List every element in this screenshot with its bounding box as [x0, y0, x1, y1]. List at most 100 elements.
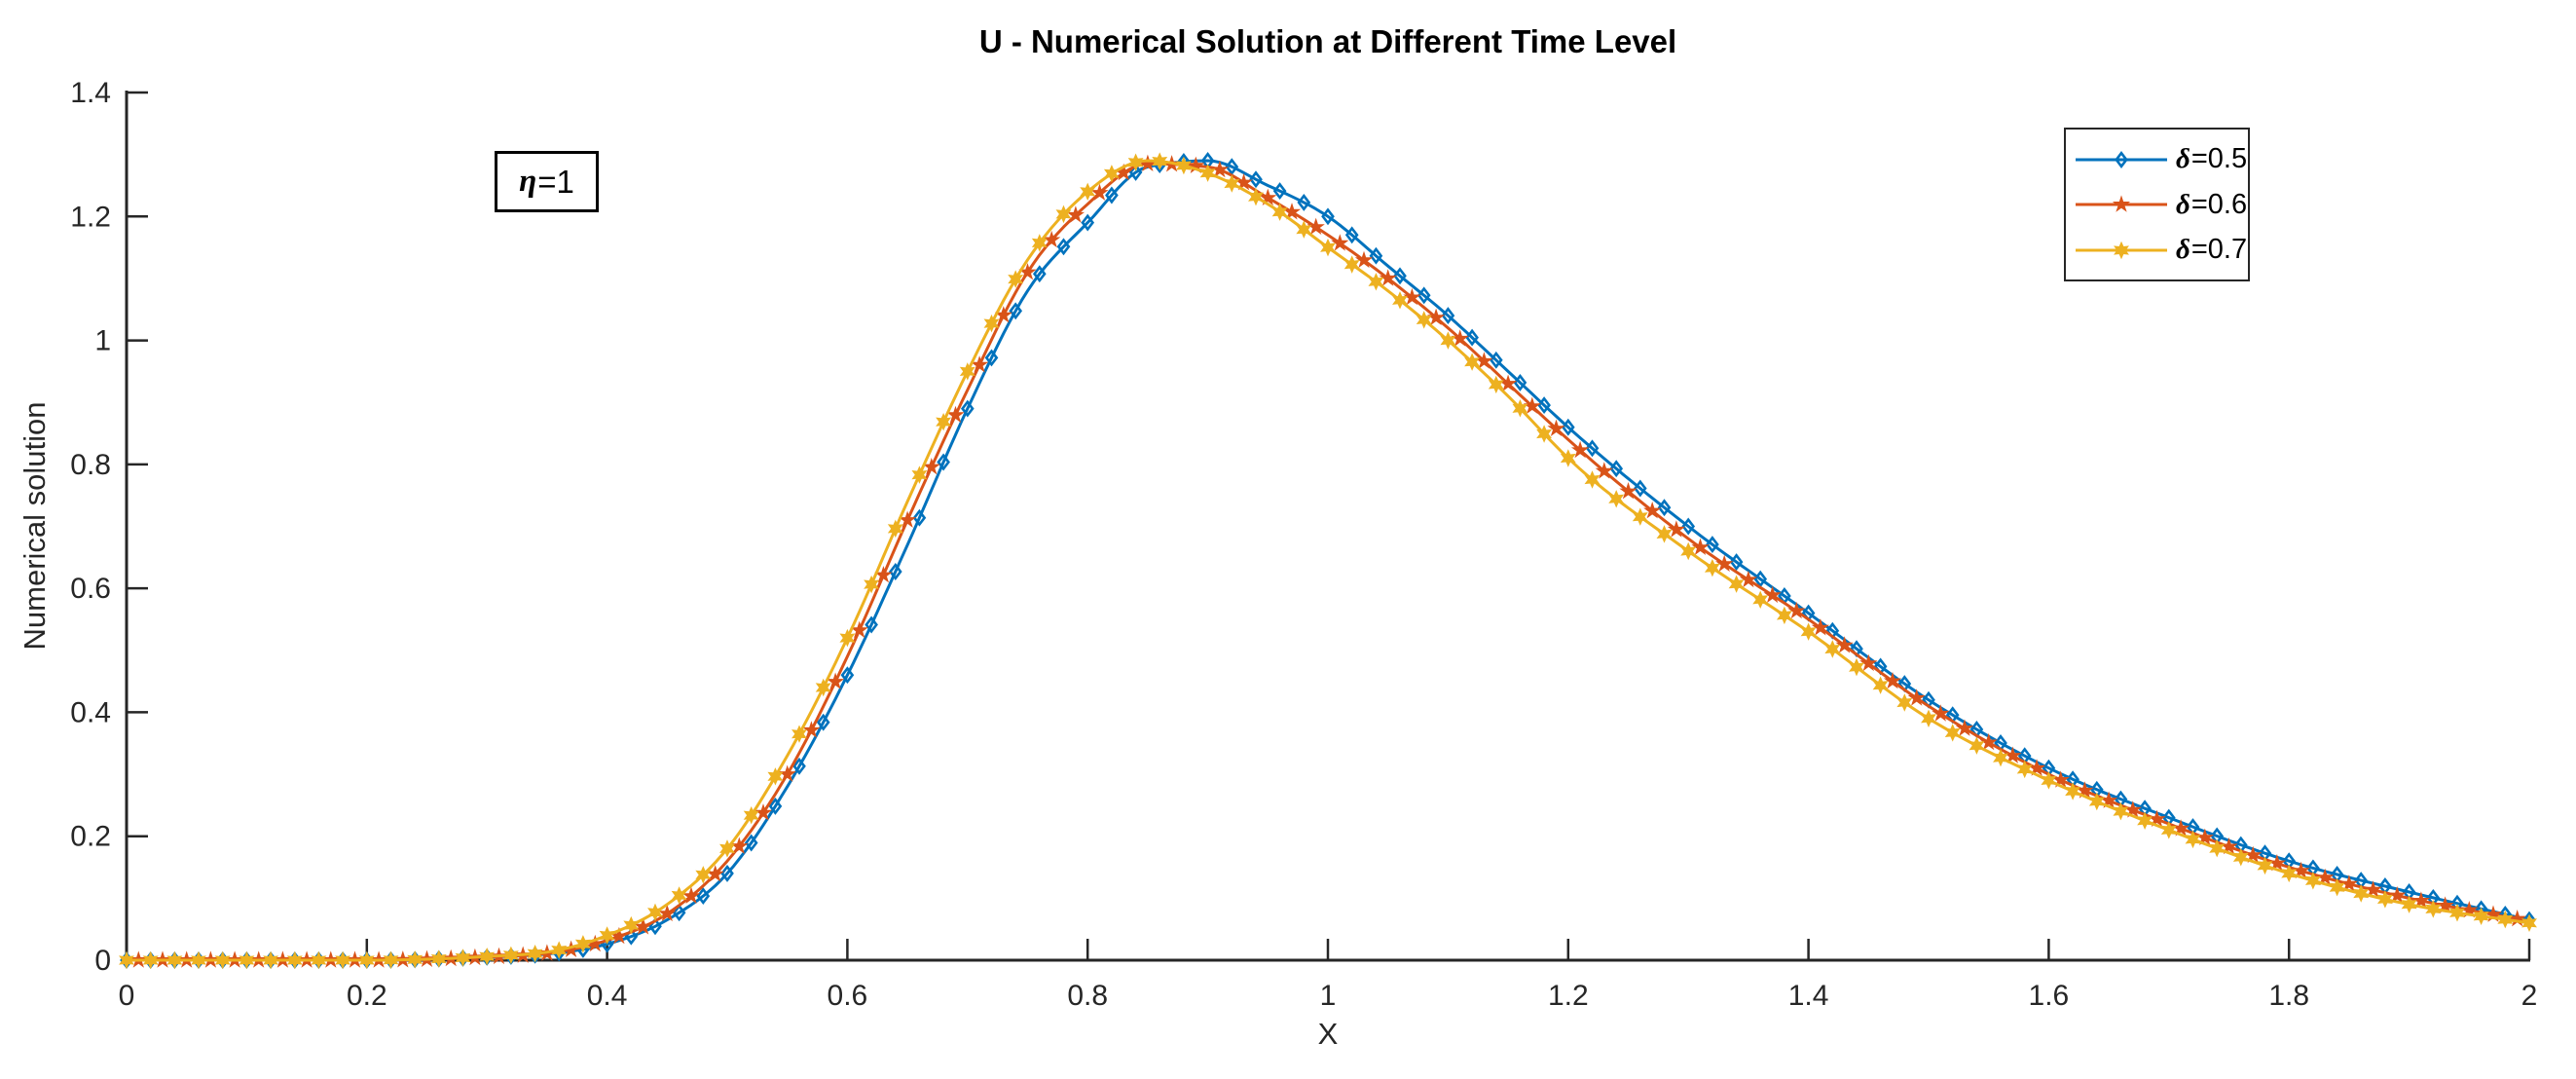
- eta-annotation-value: =1: [537, 163, 574, 200]
- marker-diamond-icon: [1753, 570, 1768, 588]
- x-tick-label: 1.6: [2029, 980, 2070, 1012]
- x-tick-label: 1.8: [2268, 980, 2309, 1012]
- legend-entry-delta-0-7: δ=0.7: [2066, 233, 2248, 268]
- marker-pentagram-icon: [1306, 217, 1325, 236]
- marker-diamond-icon: [1344, 226, 1359, 244]
- marker-hexagram-icon: [1248, 187, 1264, 206]
- y-tick-label: 0: [94, 945, 111, 977]
- marker-hexagram-icon: [574, 935, 591, 953]
- marker-pentagram-icon: [730, 837, 749, 854]
- marker-hexagram-icon: [2521, 913, 2537, 933]
- x-tick-label: 0.4: [587, 980, 628, 1012]
- x-tick-label: 0.8: [1067, 980, 1108, 1012]
- x-tick-label: 2: [2521, 980, 2538, 1012]
- marker-hexagram-icon: [239, 950, 255, 970]
- y-tick-label: 0.8: [70, 449, 111, 481]
- marker-pentagram-icon: [2004, 746, 2022, 763]
- marker-pentagram-icon: [2267, 853, 2287, 872]
- marker-diamond-icon: [1417, 286, 1431, 305]
- legend-swatch-pentagram-icon: [2076, 195, 2167, 212]
- marker-hexagram-icon: [2232, 848, 2249, 867]
- marker-pentagram-icon: [2388, 885, 2407, 904]
- marker-pentagram-icon: [1691, 538, 1710, 556]
- eta-annotation-box: η =1: [495, 151, 599, 212]
- marker-pentagram-icon: [826, 672, 845, 689]
- marker-hexagram-icon: [1921, 709, 1936, 728]
- marker-hexagram-icon: [1464, 353, 1481, 371]
- x-tick-label: 0.2: [347, 980, 387, 1012]
- marker-pentagram-icon: [2436, 896, 2454, 913]
- marker-hexagram-icon: [599, 926, 615, 945]
- y-tick-label: 0.2: [70, 821, 111, 853]
- marker-pentagram-icon: [1715, 554, 1734, 573]
- marker-hexagram-icon: [815, 678, 831, 697]
- marker-hexagram-icon: [1776, 606, 1792, 625]
- marker-hexagram-icon: [1175, 156, 1192, 175]
- marker-diamond-icon: [1441, 307, 1455, 325]
- marker-hexagram-icon: [311, 950, 327, 970]
- marker-hexagram-icon: [142, 950, 159, 970]
- x-tick-label: 1.2: [1548, 980, 1589, 1012]
- marker-hexagram-icon: [1824, 640, 1841, 658]
- marker-pentagram-icon: [1643, 501, 1662, 519]
- marker-hexagram-icon: [1584, 470, 1601, 489]
- marker-pentagram-icon: [1210, 160, 1230, 178]
- marker-hexagram-icon: [1199, 164, 1216, 182]
- marker-pentagram-icon: [1739, 570, 1758, 588]
- marker-hexagram-icon: [383, 950, 399, 970]
- marker-hexagram-icon: [1752, 590, 1769, 610]
- marker-hexagram-icon: [2088, 792, 2105, 811]
- marker-diamond-icon: [1681, 517, 1696, 536]
- marker-hexagram-icon: [455, 949, 471, 967]
- marker-hexagram-icon: [551, 941, 568, 959]
- marker-pentagram-icon: [1379, 269, 1397, 286]
- marker-hexagram-icon: [1536, 425, 1553, 443]
- marker-diamond-icon: [1032, 265, 1047, 283]
- y-tick-label: 1: [94, 325, 111, 357]
- marker-diamond-icon: [840, 666, 855, 685]
- marker-hexagram-icon: [2449, 904, 2465, 922]
- marker-diamond-icon: [1706, 536, 1719, 554]
- marker-hexagram-icon: [959, 362, 975, 381]
- marker-hexagram-icon: [407, 950, 423, 969]
- marker-hexagram-icon: [2329, 877, 2345, 897]
- marker-pentagram-icon: [1331, 234, 1349, 251]
- marker-diamond-icon: [720, 864, 734, 882]
- marker-pentagram-icon: [1763, 585, 1782, 604]
- marker-diamond-icon: [1272, 182, 1287, 201]
- marker-diamond-icon: [1561, 418, 1575, 436]
- marker-hexagram-icon: [1152, 152, 1168, 170]
- marker-hexagram-icon: [1704, 558, 1720, 577]
- marker-hexagram-icon: [2473, 907, 2489, 926]
- y-tick-label: 0.4: [70, 696, 111, 728]
- y-tick-label: 0.6: [70, 573, 111, 605]
- marker-pentagram-icon: [1523, 396, 1541, 415]
- marker-hexagram-icon: [191, 950, 206, 970]
- marker-hexagram-icon: [286, 950, 303, 970]
- marker-diamond-icon: [960, 399, 975, 418]
- marker-hexagram-icon: [2353, 884, 2370, 903]
- marker-hexagram-icon: [1632, 507, 1648, 526]
- marker-pentagram-icon: [850, 620, 868, 639]
- marker-pentagram-icon: [2364, 880, 2382, 898]
- marker-hexagram-icon: [936, 412, 952, 431]
- marker-hexagram-icon: [2304, 872, 2321, 890]
- marker-hexagram-icon: [166, 950, 183, 970]
- marker-hexagram-icon: [767, 767, 784, 786]
- x-tick-label: 1: [1320, 980, 1337, 1012]
- marker-hexagram-icon: [1488, 375, 1504, 394]
- marker-pentagram-icon: [754, 803, 773, 821]
- marker-diamond-icon: [1369, 246, 1383, 265]
- y-tick-label: 1.4: [70, 77, 111, 109]
- marker-hexagram-icon: [2257, 856, 2273, 875]
- marker-diamond-icon: [816, 713, 830, 731]
- marker-diamond-icon: [1393, 267, 1407, 285]
- marker-hexagram-icon: [1680, 541, 1697, 561]
- marker-hexagram-icon: [1271, 203, 1288, 221]
- marker-pentagram-icon: [1595, 462, 1613, 479]
- marker-diamond-icon: [744, 834, 758, 852]
- marker-diamond-icon: [1633, 479, 1647, 498]
- marker-hexagram-icon: [1224, 174, 1240, 193]
